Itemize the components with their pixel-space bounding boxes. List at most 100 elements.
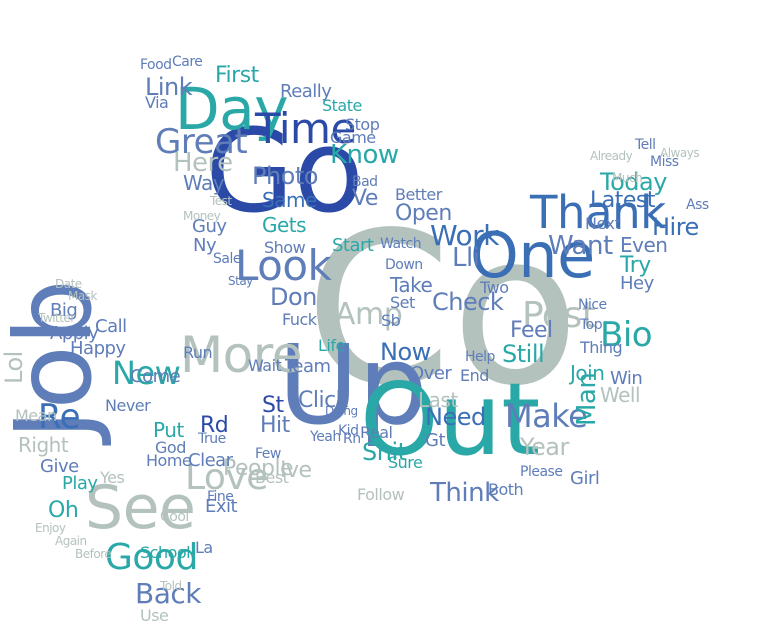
word-exit: Exit — [205, 496, 238, 517]
word-yeah: Yeah — [310, 429, 341, 445]
word-down: Down — [385, 257, 423, 273]
word-hire: Hire — [652, 213, 699, 241]
word-set: Set — [390, 293, 415, 312]
word-try: Try — [620, 253, 651, 278]
word-feel: Feel — [510, 318, 553, 343]
word-follow: Follow — [357, 485, 405, 504]
word-home: Home — [146, 451, 192, 470]
word-told: Told — [160, 579, 182, 593]
word-click: Click — [298, 388, 348, 413]
word-please: Please — [520, 464, 563, 480]
word-way: Way — [183, 171, 225, 195]
word-girl: Girl — [570, 468, 600, 489]
word-last: Last — [418, 388, 458, 412]
word-work: Work — [430, 219, 499, 252]
word-give: Give — [40, 456, 79, 477]
word-care: Care — [172, 54, 203, 70]
word-fuck: Fuck — [282, 310, 317, 329]
word-put: Put — [153, 418, 184, 442]
word-never: Never — [105, 396, 151, 415]
word-sale: Sale — [213, 251, 241, 267]
word-sure: Sure — [388, 453, 423, 472]
word-both: Both — [488, 480, 524, 499]
word-here: Here — [173, 148, 233, 178]
word-doing: Doing — [325, 404, 358, 418]
word-back: Back — [135, 577, 201, 610]
word-think: Think — [430, 478, 499, 508]
word-test: Test — [210, 194, 232, 208]
word-gets: Gets — [262, 213, 307, 237]
word-ny: Ny — [193, 235, 217, 256]
word-end: End — [460, 366, 489, 385]
word-check: Check — [432, 288, 504, 316]
word-school: School — [140, 543, 191, 562]
word-nice: Nice — [578, 297, 607, 313]
word-man: Man — [572, 372, 602, 426]
word-photo: Photo — [252, 162, 318, 190]
word-day: Day — [175, 75, 289, 143]
word-look: Look — [235, 241, 332, 290]
word-mask: Mask — [68, 289, 97, 303]
word-join: Join — [570, 361, 605, 385]
word-first: First — [215, 63, 259, 88]
word-play: Play — [62, 473, 98, 494]
word-before: Before — [75, 547, 112, 561]
word-make: Make — [505, 397, 588, 435]
word-mean: Mean — [15, 406, 57, 425]
word-good: Good — [105, 537, 198, 578]
word-out: Out — [360, 361, 540, 478]
word-la: La — [195, 538, 213, 557]
word-lol: Lol — [0, 351, 28, 384]
word-team: Team — [285, 356, 331, 377]
word-stay: Stay — [228, 274, 253, 288]
word-amp: Amp — [335, 297, 403, 332]
word-win: Win — [610, 368, 643, 389]
word-stop: Stop — [345, 115, 380, 134]
word-apply: Apply — [50, 323, 99, 344]
word-ve: Ve — [352, 186, 378, 211]
word-still: Still — [502, 340, 545, 368]
word-oh: Oh — [48, 498, 79, 523]
word-twitter: Twitter — [38, 311, 75, 325]
word-hit: Hit — [260, 413, 290, 438]
word-always: Always — [660, 146, 700, 160]
word-rn: Rn — [343, 431, 361, 447]
word-same: Same — [262, 188, 317, 212]
word-food: Food — [140, 57, 172, 73]
word-watch: Watch — [380, 236, 422, 252]
word-start: Start — [332, 235, 374, 256]
word-god: God — [155, 438, 186, 457]
word-yes: Yes — [100, 468, 125, 487]
word-people: People — [223, 456, 294, 481]
word-two: Two — [480, 278, 509, 297]
word-great: Great — [155, 122, 248, 162]
word-tell: Tell — [635, 137, 656, 153]
word-lli: Lli — [452, 243, 480, 273]
word-wait: Wait — [248, 356, 282, 375]
word-call: Call — [95, 316, 127, 337]
word-now: Now — [380, 338, 431, 366]
word-top: Top — [580, 317, 603, 333]
word-year: Year — [520, 433, 569, 461]
word-show: Show — [264, 238, 306, 257]
word-bio: Bio — [600, 315, 653, 355]
word-fine: Fine — [207, 489, 234, 505]
word-again: Again — [55, 534, 87, 548]
word-take: Take — [390, 273, 433, 297]
word-see: See — [85, 473, 196, 543]
word-real: Real — [360, 423, 393, 442]
word-next: Next — [585, 214, 621, 233]
word-need: Need — [425, 403, 486, 431]
word-game: Game — [330, 128, 376, 147]
word-co: Co — [305, 187, 580, 432]
word-well: Well — [600, 383, 641, 407]
word-better: Better — [395, 185, 442, 204]
word-time: Time — [255, 104, 356, 153]
word-miss: Miss — [650, 154, 679, 170]
word-much: Much — [612, 171, 643, 185]
word-ass: Ass — [686, 197, 709, 213]
word-gt: Gt — [425, 430, 446, 451]
word-sb: Sb — [381, 311, 401, 330]
word-today: Today — [600, 168, 667, 196]
word-go: Go — [205, 105, 364, 239]
